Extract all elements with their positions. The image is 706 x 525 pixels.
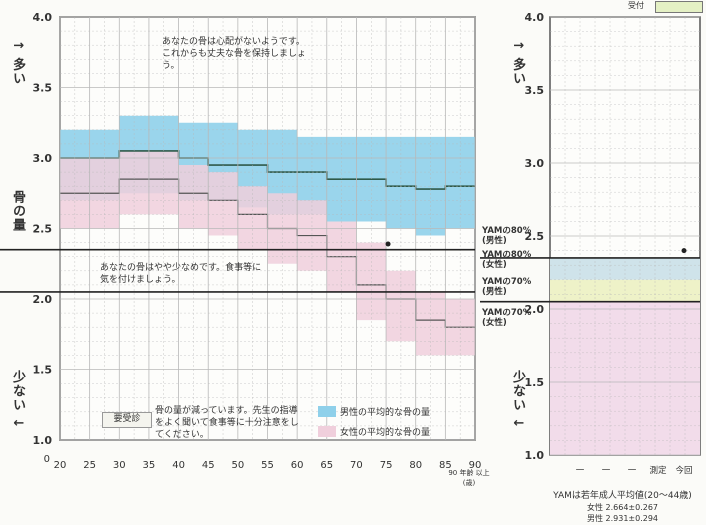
right-x-tick-label: 一: [628, 466, 637, 476]
right-x-tick-label: 一: [576, 466, 585, 476]
legend-female-swatch: [318, 426, 336, 437]
header-tag: 受付: [628, 1, 644, 10]
right-y-tick-label: 3.0: [525, 157, 545, 170]
right-y-tick-label: 3.5: [525, 84, 545, 97]
y-tick-label: 2.5: [33, 223, 53, 236]
yam-label-male-70: YAMの70% (男性): [482, 277, 532, 297]
y-tick-label: 2.0: [33, 293, 53, 306]
legend-female-label: 女性の平均的な骨の量: [340, 428, 431, 438]
right-y-tick-label: 1.5: [525, 376, 545, 389]
less-label: 少ない ↓: [10, 370, 25, 430]
legend-male-swatch: [318, 406, 336, 417]
x-tick-label: 40: [172, 460, 185, 471]
right-y-tick-label: 2.5: [525, 230, 545, 243]
right-x-tick-label: 今回: [675, 465, 692, 476]
y-tick-label: 0: [44, 454, 50, 465]
legend-male: 男性の平均的な骨の量: [318, 405, 430, 418]
message-caution: あなたの骨はやや少なめです。食事等に気を付けましょう。: [100, 263, 262, 285]
x-tick-label: 20: [54, 460, 67, 471]
band-male-80: [550, 257, 700, 280]
legend-female: 女性の平均的な骨の量: [318, 425, 430, 438]
x-tick-label: 60: [291, 460, 304, 471]
message-low-badge: 要受診: [102, 412, 152, 428]
right-x-tick-label: 一: [602, 466, 611, 476]
x-tick-label: 90: [469, 460, 482, 471]
less-label-right: 少ない ↓: [510, 370, 525, 430]
yam-label-female-80: YAMの80% (女性): [482, 250, 532, 270]
x-tick-label: 30: [113, 460, 126, 471]
x-tick-label: 80: [409, 460, 422, 471]
yam-label-female-70: YAMの70% (女性): [482, 308, 532, 328]
x-tick-label: 45: [202, 460, 215, 471]
message-good: あなたの骨は心配がないようです。これからも丈夫な骨を保持しましょう。: [162, 37, 307, 71]
footer-line3: 男性 2.931±0.294: [586, 514, 659, 523]
bone-quantity-label: 骨の量: [10, 190, 25, 232]
message-low: 骨の量が減っています。先生の指導をよく聞いて食事等に十分注意をしてください。: [155, 406, 299, 440]
x-tick-label: 85: [439, 460, 452, 471]
x-tick-label: 70: [350, 460, 363, 471]
y-tick-label: 1.0: [33, 434, 53, 447]
right-y-tick-label: 1.0: [525, 449, 545, 462]
yam-label-male-80: YAMの80% (男性): [482, 226, 532, 246]
more-label-right: ↑ 多い: [510, 40, 525, 86]
measurement-point-right: [681, 248, 687, 254]
y-tick-label: 3.5: [33, 82, 53, 95]
footer-line1: YAMは若年成人平均値(20〜44歳): [553, 491, 692, 501]
measurement-point-left: [385, 241, 391, 247]
right-y-tick-label: 4.0: [525, 11, 545, 24]
more-label: ↑ 多い: [10, 40, 25, 86]
legend-male-label: 男性の平均的な骨の量: [340, 408, 431, 418]
header-box: [655, 1, 703, 13]
right-x-tick-label: 測定: [649, 465, 667, 476]
x-tick-label: 35: [143, 460, 156, 471]
x-tick-label: 65: [320, 460, 333, 471]
x-tick-label: 50: [231, 460, 244, 471]
y-tick-label: 3.0: [33, 152, 53, 165]
x-unit-label: 90 年齢 以上 (歳): [448, 469, 490, 487]
footer-line2: 女性 2.664±0.267: [586, 503, 659, 512]
x-tick-label: 25: [83, 460, 96, 471]
x-tick-label: 55: [261, 460, 274, 471]
y-tick-label: 1.5: [33, 364, 53, 377]
y-tick-label: 4.0: [33, 11, 53, 24]
right-y-tick-label: 2.0: [525, 303, 545, 316]
x-tick-label: 75: [380, 460, 393, 471]
